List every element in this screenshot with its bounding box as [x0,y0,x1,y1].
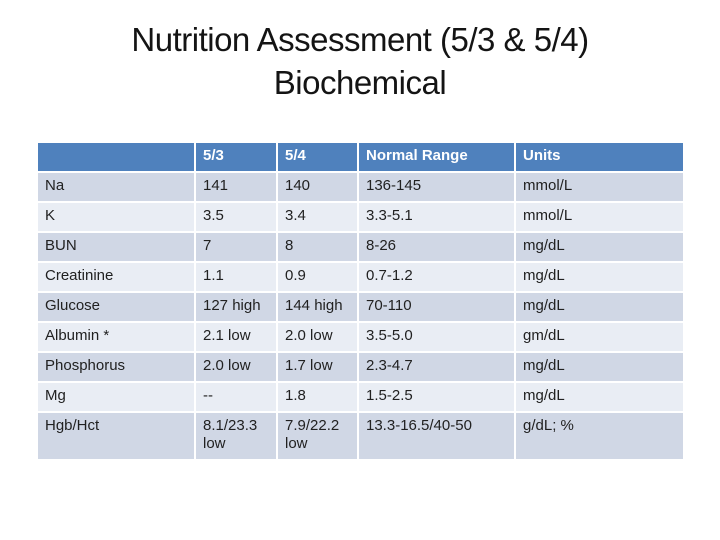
value-5-3: 7 [194,231,278,263]
row-label: BUN [36,231,196,263]
units: mg/dL [514,231,685,263]
normal-range: 70-110 [357,291,516,323]
row-label: K [36,201,196,233]
value-5-4: 144 high [276,291,359,323]
normal-range: 0.7-1.2 [357,261,516,293]
value-5-3: 2.0 low [194,351,278,383]
col-header-date-5-3: 5/3 [194,141,278,173]
col-header-date-5-4: 5/4 [276,141,359,173]
row-label: Na [36,171,196,203]
value-5-3: 1.1 [194,261,278,293]
value-5-3: 3.5 [194,201,278,233]
table-row: Mg -- 1.8 1.5-2.5 mg/dL [36,381,685,413]
units: mg/dL [514,351,685,383]
row-label: Hgb/Hct [36,411,196,461]
value-5-4: 0.9 [276,261,359,293]
value-5-4: 3.4 [276,201,359,233]
normal-range: 8-26 [357,231,516,263]
units: mmol/L [514,171,685,203]
slide-title-line2: Biochemical [273,64,447,101]
table-row: Creatinine 1.1 0.9 0.7-1.2 mg/dL [36,261,685,293]
units: gm/dL [514,321,685,353]
value-5-3: 8.1/23.3 low [194,411,278,461]
value-5-4: 1.7 low [276,351,359,383]
row-label: Albumin * [36,321,196,353]
value-5-4: 8 [276,231,359,263]
table-header-row: 5/3 5/4 Normal Range Units [36,141,685,173]
normal-range: 1.5-2.5 [357,381,516,413]
table-row: BUN 7 8 8-26 mg/dL [36,231,685,263]
units: g/dL; % [514,411,685,461]
normal-range: 3.5-5.0 [357,321,516,353]
table-row: K 3.5 3.4 3.3-5.1 mmol/L [36,201,685,233]
row-label: Phosphorus [36,351,196,383]
value-5-4: 2.0 low [276,321,359,353]
slide-title-line1: Nutrition Assessment (5/3 & 5/4) [131,21,589,58]
col-header-units: Units [514,141,685,173]
table-row: Hgb/Hct 8.1/23.3 low 7.9/22.2 low 13.3-16.5… [36,411,685,461]
table-row: Albumin * 2.1 low 2.0 low 3.5-5.0 gm/dL [36,321,685,353]
normal-range: 136-145 [357,171,516,203]
value-5-3: 2.1 low [194,321,278,353]
col-header-parameter [36,141,196,173]
value-5-3: 127 high [194,291,278,323]
table-row: Na 141 140 136-145 mmol/L [36,171,685,203]
value-5-3: 141 [194,171,278,203]
normal-range: 2.3-4.7 [357,351,516,383]
value-5-4: 140 [276,171,359,203]
table-row: Phosphorus 2.0 low 1.7 low 2.3-4.7 mg/dL [36,351,685,383]
value-5-4: 1.8 [276,381,359,413]
col-header-normal-range: Normal Range [357,141,516,173]
normal-range: 13.3-16.5/40-50 [357,411,516,461]
units: mmol/L [514,201,685,233]
slide-title: Nutrition Assessment (5/3 & 5/4) Biochem… [0,18,720,104]
units: mg/dL [514,291,685,323]
units: mg/dL [514,261,685,293]
table-body: Na 141 140 136-145 mmol/L K 3.5 3.4 3.3-5.1 mmol/… [36,171,685,461]
row-label: Mg [36,381,196,413]
normal-range: 3.3-5.1 [357,201,516,233]
units: mg/dL [514,381,685,413]
row-label: Creatinine [36,261,196,293]
biochemical-lab-table: 5/3 5/4 Normal Range Units Na 141 140 136-1… [36,141,685,461]
value-5-4: 7.9/22.2 low [276,411,359,461]
row-label: Glucose [36,291,196,323]
value-5-3: -- [194,381,278,413]
table-row: Glucose 127 high 144 high 70-110 mg/dL [36,291,685,323]
